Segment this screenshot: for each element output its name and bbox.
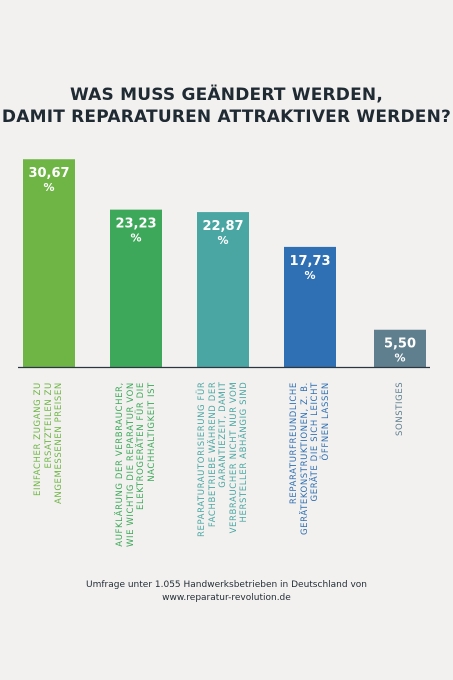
- bar-unit-label-2: %: [130, 232, 141, 245]
- footer-line-1: Umfrage unter 1.055 Handwerksbetrieben i…: [86, 580, 367, 590]
- category-label-3-line-3: GARANTIEZEIT, DAMIT: [217, 381, 228, 488]
- bar-value-label-3: 22,87: [202, 219, 243, 234]
- category-label-4-line-2: GERÄTEKONSTRUKTIONEN, Z. B.: [299, 382, 310, 535]
- category-label-4-line-3: GERÄTE DIE SICH LEICHT: [310, 382, 320, 502]
- category-label-1-line-3: ANGEMESSENEN PREISEN: [54, 382, 65, 504]
- category-label-3-line-5: HERSTELLER ABHÄNGIG SIND: [238, 381, 249, 523]
- footer-line-2: www.reparatur-revolution.de: [162, 593, 291, 603]
- bar-unit-label-4: %: [304, 269, 315, 282]
- bar-unit-label-1: %: [43, 181, 54, 194]
- bar-value-label-4: 17,73: [289, 254, 330, 269]
- chart-title-line-2: DAMIT REPARATUREN ATTRAKTIVER WERDEN?: [1, 107, 452, 127]
- bar-2: [110, 209, 162, 367]
- category-label-4-line-1: REPARATURFREUNDLICHE: [289, 382, 299, 505]
- category-label-4-line-4: ÖFFNEN LASSEN: [320, 382, 331, 461]
- bar-4: [284, 246, 336, 367]
- category-label-2-line-1: AUFKLÄRUNG DER VERBRAUCHER,: [115, 382, 125, 547]
- category-label-3-line-4: VERBRAUCHER NICHT NUR VOM: [228, 381, 239, 534]
- bar-1: [23, 159, 75, 367]
- category-label-3-line-2: FACHBETRIEBE WÄHREND DER: [207, 381, 218, 528]
- bar-unit-label-5: %: [394, 352, 405, 365]
- footer-source: Umfrage unter 1.055 Handwerksbetrieben i…: [0, 579, 453, 605]
- category-label-2-line-2: WIE WICHTIG DIE REPARATUR VON: [125, 382, 136, 547]
- chart-title-line-1: WAS MUSS GEÄNDERT WERDEN,: [69, 85, 384, 105]
- bar-5: [374, 329, 426, 367]
- category-label-1-line-2: ERSATZTEILEN ZU: [43, 382, 54, 469]
- bar-3: [197, 212, 249, 367]
- bar-unit-label-3: %: [217, 234, 228, 247]
- category-label-1-line-1: EINFACHER ZUGANG ZU: [33, 382, 44, 497]
- chart-title: WAS MUSS GEÄNDERT WERDEN, DAMIT REPARATU…: [0, 84, 453, 128]
- category-label-3-line-1: REPARATURAUTORISIERUNG FÜR: [196, 381, 207, 537]
- category-label-2-line-4: NACHHALTIGKEIT IST: [146, 382, 157, 482]
- bar-value-label-1: 30,67: [28, 166, 69, 181]
- category-label-5-line-1: SONSTIGES: [394, 381, 405, 436]
- bar-value-label-2: 23,23: [115, 217, 156, 232]
- category-label-2-line-3: ELEKTROGERÄTEN FÜR DIE: [136, 382, 146, 510]
- bar-value-label-5: 5,50: [384, 337, 416, 352]
